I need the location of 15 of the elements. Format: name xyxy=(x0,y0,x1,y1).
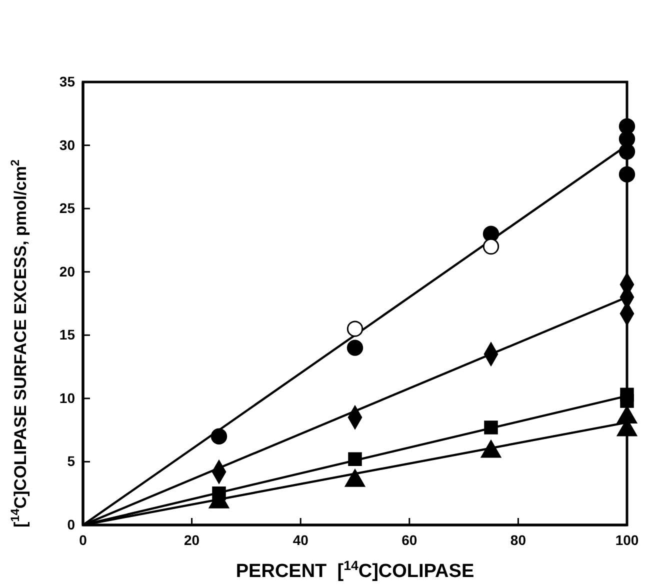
y-tick-label: 20 xyxy=(59,263,76,280)
x-tick-label: 40 xyxy=(292,532,309,548)
y-tick-label: 25 xyxy=(59,200,76,216)
y-tick-label: 30 xyxy=(59,136,76,153)
y-tick-label: 0 xyxy=(67,516,76,532)
y-tick-label: 10 xyxy=(59,390,76,406)
y-tick-label: 5 xyxy=(67,453,76,470)
x-tick-label: 0 xyxy=(79,532,88,548)
x-axis-title: PERCENT [$^{14}$C]COLIPASE xyxy=(236,558,474,582)
x-tick-label: 80 xyxy=(510,532,526,548)
x-tick-label: 100 xyxy=(615,532,639,548)
y-tick-label: 15 xyxy=(59,326,76,343)
x-tick-label: 60 xyxy=(402,532,418,548)
y-tick-label: 35 xyxy=(59,73,76,90)
x-tick-label: 20 xyxy=(184,532,200,548)
